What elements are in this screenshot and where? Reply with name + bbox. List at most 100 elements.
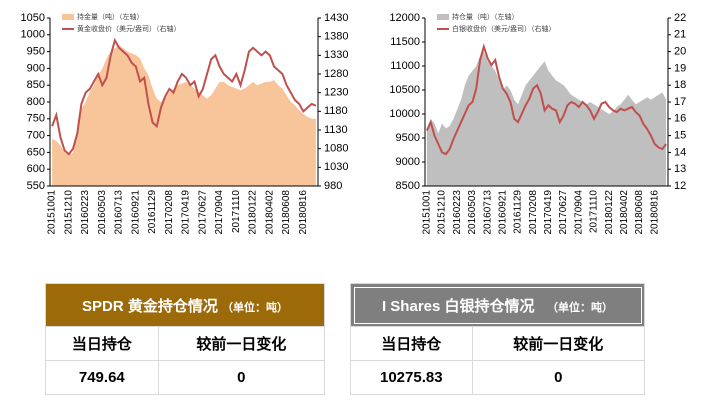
y2-tick-label: 13 <box>674 163 686 175</box>
x-tick-label: 20180122 <box>604 190 615 235</box>
x-tick-label: 20180816 <box>649 190 660 235</box>
charts: 持金量（吨）（左轴） 黄金收盘价（美元/盎司）（右轴） 550 600 650 700 75… <box>21 12 687 235</box>
col-header: 较前一日变化 <box>157 326 326 361</box>
x-tick-label: 20151210 <box>437 190 448 235</box>
y-tick-label: 11000 <box>390 60 420 72</box>
x-tick-label: 20160223 <box>80 190 91 235</box>
area <box>52 44 316 186</box>
y2-tick-label: 1230 <box>324 87 348 99</box>
y2-tick-label: 20 <box>674 46 686 58</box>
table-title: SPDR 黄金持仓情况 <box>81 297 218 315</box>
y-tick-label: 550 <box>27 180 45 192</box>
line <box>51 37 317 156</box>
x-tick-label: 20170627 <box>558 190 569 235</box>
x-tick-label: 20160921 <box>497 190 508 235</box>
y-tick-label: 8500 <box>396 180 420 192</box>
x-tick-label: 20170904 <box>573 190 584 235</box>
y-tick-label: 12000 <box>389 12 420 24</box>
y-tick-label: 10500 <box>389 84 420 96</box>
y2-tick-label: 22 <box>674 12 686 24</box>
x-tick-label: 20170419 <box>181 190 192 235</box>
legend-label: 持金量（吨）（左轴） <box>77 12 144 21</box>
col-header: 较前一日变化 <box>471 326 646 361</box>
x-tick-label: 20180402 <box>264 190 275 235</box>
table-header: SPDR 黄金持仓情况 （单位：吨） <box>45 283 325 327</box>
y-tick-label: 800 <box>27 96 45 108</box>
y2-tick-label: 14 <box>674 146 686 158</box>
y2-tick-label: 21 <box>674 29 686 41</box>
line <box>425 43 667 156</box>
cell: 10275.83 <box>350 360 473 395</box>
x-tick-label: 20160503 <box>467 190 478 235</box>
silver-table: I Shares 白银持仓情况 （单位：吨） 当日持仓 较前一日变化 10275.… <box>350 283 646 395</box>
y2-tick-label: 19 <box>674 62 686 74</box>
x-tick-label: 20170627 <box>197 190 208 235</box>
x-tick-label: 20170208 <box>528 190 539 235</box>
x-tick-label: 20180122 <box>248 190 259 235</box>
x-tick-label: 20180402 <box>619 190 630 235</box>
gold-table: SPDR 黄金持仓情况 （单位：吨） 当日持仓 较前一日变化 749.64 0 <box>45 283 326 395</box>
y2-tick-label: 1280 <box>324 68 348 80</box>
x-tick-label: 20180608 <box>634 190 645 235</box>
x-tick-label: 20151210 <box>63 190 74 235</box>
x-tick-label: 20180816 <box>298 190 309 235</box>
x-tick-label: 20171110 <box>589 190 600 233</box>
legend-label: 黄金收盘价（美元/盎司）（右轴） <box>77 24 180 33</box>
legend-label: 持仓量（吨）（左轴） <box>452 12 519 21</box>
x-tick-label: 20151001 <box>422 190 433 235</box>
y-tick-label: 750 <box>27 113 45 125</box>
y2-tick-label: 1430 <box>324 12 348 24</box>
y2-tick-label: 12 <box>674 180 686 192</box>
x-tick-label: 20151001 <box>47 190 58 235</box>
col-header: 当日持仓 <box>45 326 159 361</box>
y-tick-label: 600 <box>27 163 45 175</box>
y2-tick-label: 1030 <box>324 161 348 173</box>
x-tick-label: 20160921 <box>130 190 141 235</box>
table-title: I Shares 白银持仓情况 <box>381 297 535 315</box>
legend-label: 白银收盘价（美元/盎司）（右轴） <box>452 24 555 33</box>
x-tick-label: 20160223 <box>452 190 463 235</box>
table-header: I Shares 白银持仓情况 （单位：吨） <box>350 283 645 327</box>
y-tick-label: 9000 <box>396 156 420 168</box>
x-tick-label: 20170208 <box>164 190 175 235</box>
col-header: 当日持仓 <box>350 326 473 361</box>
y2-tick-label: 18 <box>674 79 686 91</box>
x-tick-label: 20161129 <box>147 190 158 234</box>
y2-tick-label: 1330 <box>324 49 348 61</box>
y2-tick-label: 980 <box>324 180 342 192</box>
y-tick-label: 650 <box>27 146 45 158</box>
y2-tick-label: 1380 <box>324 31 348 43</box>
x-tick-label: 20171110 <box>231 190 242 233</box>
y-tick-label: 950 <box>27 46 45 58</box>
y-tick-label: 9500 <box>396 132 420 144</box>
y-tick-label: 1050 <box>21 12 45 24</box>
cell: 0 <box>471 360 646 395</box>
y-tick-label: 10000 <box>389 108 420 120</box>
y2-tick-label: 16 <box>674 113 686 125</box>
y-tick-label: 700 <box>27 130 45 142</box>
table-unit: （单位：吨） <box>222 301 288 314</box>
y2-tick-label: 15 <box>674 130 686 142</box>
y2-tick-label: 1130 <box>324 124 348 136</box>
y2-tick-label: 1080 <box>324 143 348 155</box>
y-tick-label: 900 <box>27 62 45 74</box>
x-tick-label: 20160713 <box>114 190 125 235</box>
x-tick-label: 20160503 <box>97 190 108 235</box>
x-tick-label: 20161129 <box>513 190 524 234</box>
table-unit: （单位：吨） <box>547 301 614 314</box>
y2-tick-label: 17 <box>674 96 686 108</box>
legend-swatch <box>62 14 74 20</box>
x-tick-label: 20180608 <box>281 190 292 235</box>
cell: 0 <box>157 360 326 395</box>
y2-tick-label: 1180 <box>324 105 348 117</box>
y-tick-label: 1000 <box>21 29 45 41</box>
y-tick-label: 850 <box>27 79 45 91</box>
area <box>426 51 667 186</box>
y-tick-label: 11500 <box>390 36 420 48</box>
x-tick-label: 20170904 <box>214 190 225 235</box>
cell: 749.64 <box>45 360 159 395</box>
x-tick-label: 20170419 <box>543 190 554 235</box>
x-tick-label: 20160713 <box>482 190 493 235</box>
legend-swatch <box>437 14 449 20</box>
